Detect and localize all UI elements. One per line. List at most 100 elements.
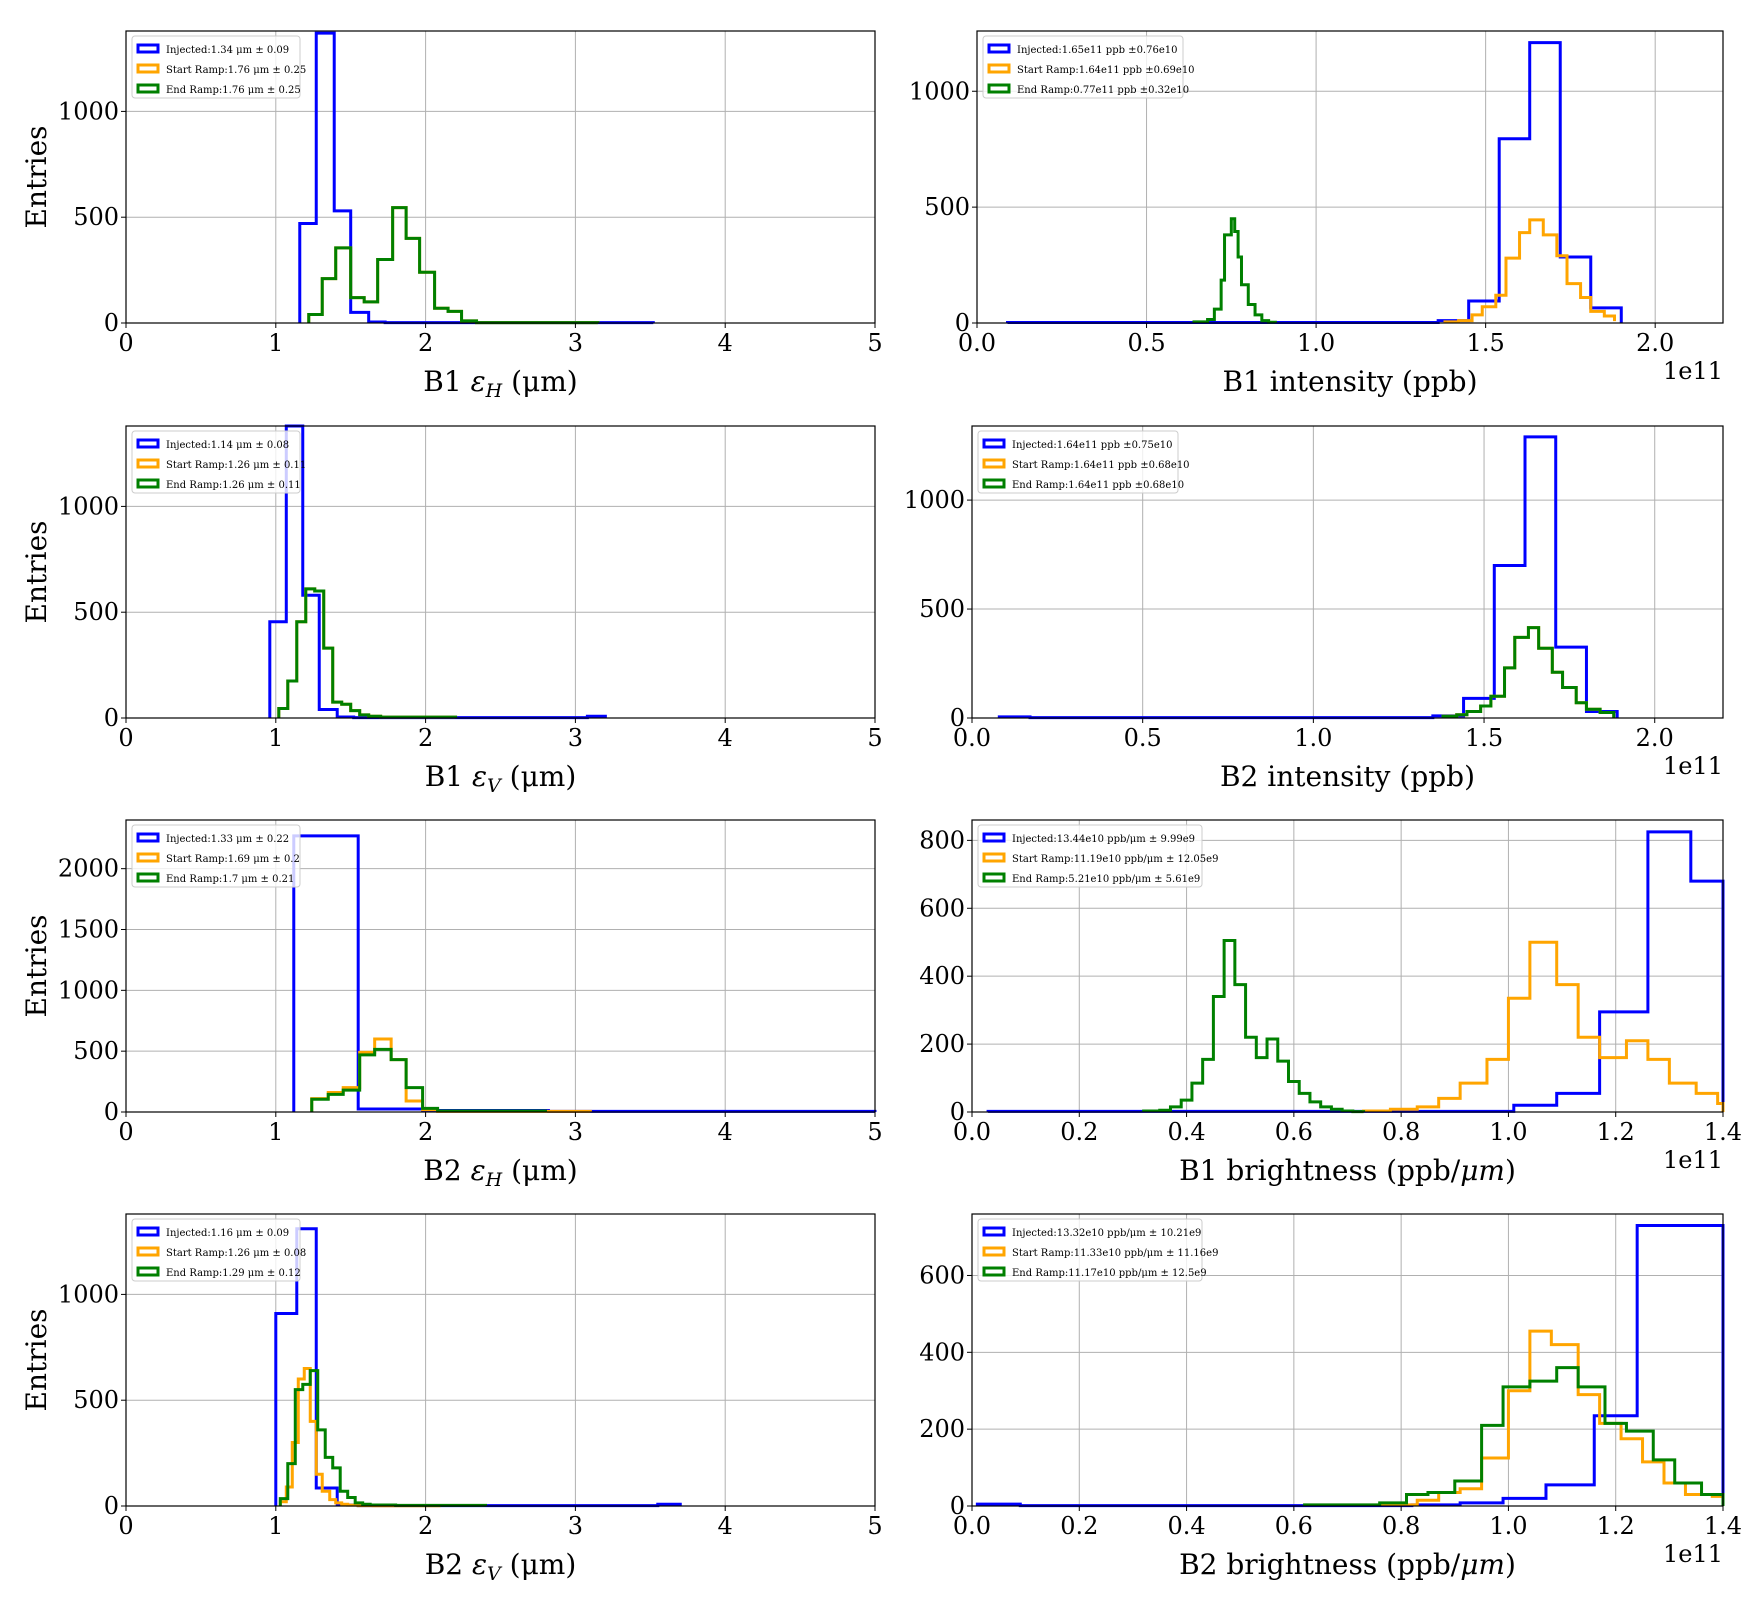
y-tick-label: 0 [950, 704, 965, 732]
x-tick-label: 1.5 [1467, 329, 1505, 357]
y-tick-label: 1000 [909, 77, 970, 105]
legend-entry-label: Start Ramp:1.64e11 ppb ±0.69e10 [1017, 65, 1195, 76]
legend-swatch-injected [987, 43, 1011, 54]
chart-b2-brightness: 0.0 0.2 0.4 0.6 0.8 1.0 1.2 1.4 0 200 400 600 B2 bri… [919, 1213, 1742, 1581]
legend-swatch-end-ramp [136, 83, 160, 94]
x-axis-offset-label: 1e11 [1663, 1146, 1723, 1174]
axes-frame [125, 30, 876, 324]
x-tick-label: 2 [418, 329, 433, 357]
x-tick-label: 3 [568, 1512, 583, 1540]
legend-entry-label: End Ramp:11.17e10 ppb/μm ± 12.5e9 [1012, 1268, 1207, 1279]
legend-entry-label: Start Ramp:1.76 μm ± 0.25 [166, 65, 306, 76]
legend-swatch-injected [136, 1226, 160, 1237]
x-axis-label-suffix: (μm) [502, 365, 578, 398]
legend: Injected:13.32e10 ppb/μm ± 10.21e9 Start … [977, 1218, 1218, 1282]
x-axis-label: B1 intensity (ppb) [1222, 365, 1477, 398]
x-axis-label-subscript: H [485, 380, 503, 402]
x-tick-label: 3 [568, 329, 583, 357]
x-axis-offset-label: 1e11 [1663, 752, 1723, 780]
legend-entry-label: Injected:1.64e11 ppb ±0.75e10 [1012, 440, 1172, 451]
x-tick-label: 3 [568, 1118, 583, 1146]
y-axis-label: Entries [20, 520, 53, 623]
legend: Injected:1.34 μm ± 0.09 Start Ramp:1.76 μ… [131, 35, 306, 99]
legend-swatch-start-ramp [982, 458, 1006, 469]
x-axis-label: B1 εV (μm) [425, 760, 577, 797]
chart-b1-ev: 0 1 2 3 4 5 0 500 1000 B1 εV (μm) Entries Injected:… [20, 424, 883, 797]
x-tick-label: 0.4 [1167, 1512, 1205, 1540]
legend-swatch-injected [982, 832, 1006, 843]
x-axis-label: B2 intensity (ppb) [1220, 760, 1475, 793]
x-axis-label-prefix: B1 [425, 760, 472, 793]
x-axis-label-prefix: B1 [423, 365, 470, 398]
histogram-series-injected [274, 1227, 682, 1508]
legend-entry-label: Injected:1.65e11 ppb ±0.76e10 [1017, 45, 1177, 56]
histogram-series-injected [975, 1224, 1725, 1508]
legend-entry-label: Injected:13.32e10 ppb/μm ± 10.21e9 [1012, 1228, 1201, 1239]
legend-entry-label: End Ramp:5.21e10 ppb/μm ± 5.61e9 [1012, 874, 1200, 885]
x-axis-label-symbol: ε [472, 1548, 487, 1581]
x-axis-offset-label: 1e11 [1663, 1540, 1723, 1568]
legend-swatch-end-ramp [982, 1266, 1006, 1277]
legend-entry-label: Start Ramp:11.33e10 ppb/μm ± 11.16e9 [1012, 1248, 1218, 1259]
x-axis-offset-label: 1e11 [1663, 357, 1723, 385]
x-axis-label-symbol: μm [1460, 1154, 1505, 1187]
x-axis-label: B2 εV (μm) [425, 1548, 577, 1585]
legend-swatch-injected [982, 1226, 1006, 1237]
legend-entry-label: Injected:1.33 μm ± 0.22 [166, 834, 289, 845]
histogram-series-injected [1006, 41, 1623, 325]
histogram-series-end-ramp [310, 1047, 547, 1113]
legend-entry-label: Start Ramp:1.64e11 ppb ±0.68e10 [1012, 460, 1190, 471]
legend-entry-label: Injected:1.14 μm ± 0.08 [166, 440, 289, 451]
x-tick-label: 0.8 [1382, 1512, 1420, 1540]
x-tick-label: 1.0 [1489, 1118, 1527, 1146]
y-tick-label: 1000 [58, 492, 119, 520]
x-tick-label: 0.0 [958, 329, 996, 357]
y-tick-label: 1000 [58, 1280, 119, 1308]
y-tick-label: 0 [104, 1098, 119, 1126]
legend-swatch-end-ramp [982, 478, 1006, 489]
x-axis-label: B1 εH (μm) [423, 365, 577, 402]
y-tick-label: 500 [73, 203, 119, 231]
chart-b2-eh: 0 1 2 3 4 5 0 500 1000 1500 2000 B2 εH (μm) Entries I… [20, 819, 883, 1191]
x-tick-label: 1.0 [1294, 724, 1332, 752]
legend-swatch-start-ramp [982, 852, 1006, 863]
histogram-series-end-ramp [1192, 217, 1277, 324]
histogram-series-end-ramp [277, 587, 458, 719]
y-tick-label: 200 [919, 1415, 965, 1443]
legend-box [131, 1218, 301, 1282]
x-tick-label: 0 [118, 724, 133, 752]
x-axis-label-prefix: B2 intensity (ppb) [1220, 760, 1475, 793]
x-tick-label: 2 [418, 1512, 433, 1540]
x-tick-label: 4 [718, 329, 733, 357]
legend-box [131, 430, 301, 494]
legend-box [977, 824, 1203, 888]
x-tick-label: 0 [118, 1512, 133, 1540]
x-tick-label: 5 [867, 329, 882, 357]
legend-swatch-start-ramp [136, 458, 160, 469]
y-tick-label: 0 [955, 309, 970, 337]
legend-box [131, 35, 301, 99]
axes-frame [976, 30, 1724, 324]
x-tick-label: 1 [268, 724, 283, 752]
legend-swatch-start-ramp [136, 1246, 160, 1257]
x-tick-label: 4 [718, 1512, 733, 1540]
x-tick-label: 4 [718, 1118, 733, 1146]
x-axis-label-symbol: ε [471, 365, 486, 398]
x-tick-label: 3 [568, 724, 583, 752]
x-axis-label: B2 brightness (ppb/μm) [1179, 1548, 1516, 1581]
legend-swatch-injected [136, 832, 160, 843]
x-axis-label-subscript: H [485, 1169, 503, 1191]
axes-frame [971, 819, 1724, 1113]
y-tick-label: 400 [919, 962, 965, 990]
legend: Injected:1.33 μm ± 0.22 Start Ramp:1.69 μ… [131, 824, 301, 888]
legend: Injected:13.44e10 ppb/μm ± 9.99e9 Start R… [977, 824, 1218, 888]
legend-entry-label: Start Ramp:1.26 μm ± 0.11 [166, 460, 306, 471]
x-axis-label-prefix: B2 [423, 1154, 470, 1187]
legend-swatch-end-ramp [136, 478, 160, 489]
y-tick-label: 500 [924, 193, 970, 221]
x-axis-label-prefix: B1 brightness (ppb/ [1179, 1154, 1461, 1187]
x-tick-label: 0.8 [1382, 1118, 1420, 1146]
y-tick-label: 0 [950, 1492, 965, 1520]
chart-b1-eh: 0 1 2 3 4 5 0 500 1000 B1 εH (μm) Entries Injected:… [20, 30, 883, 402]
legend: Injected:1.16 μm ± 0.09 Start Ramp:1.26 μ… [131, 1218, 306, 1282]
